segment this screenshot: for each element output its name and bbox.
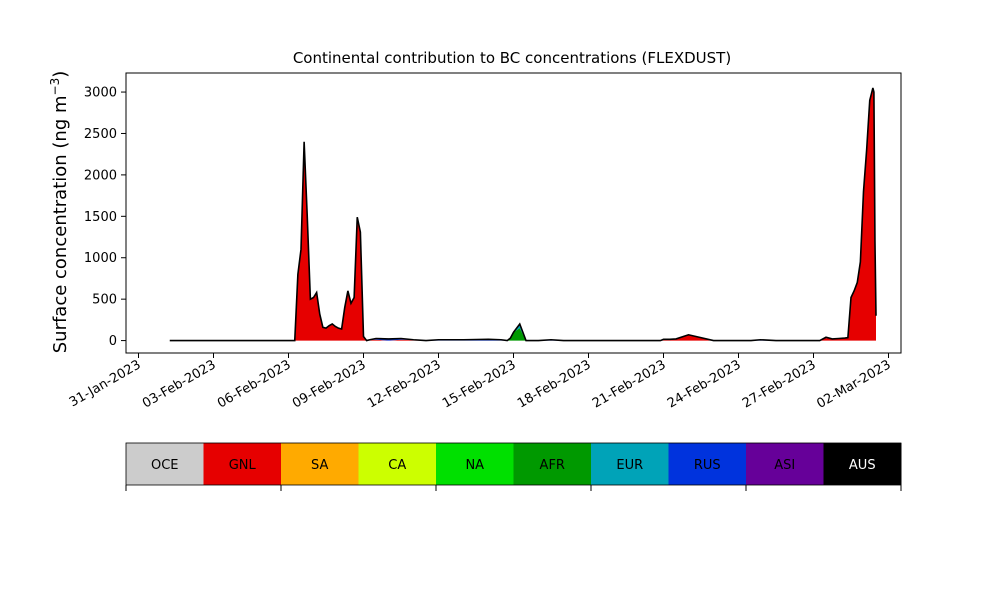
- colorbar-frame: [125, 442, 902, 486]
- x-axis: 31-Jan-202303-Feb-202306-Feb-202309-Feb-…: [67, 353, 894, 412]
- y-tick-label: 3000: [84, 86, 117, 101]
- x-tick-label: 12-Feb-2023: [365, 357, 444, 411]
- plot-frame: [125, 72, 902, 354]
- x-tick-label: 15-Feb-2023: [440, 357, 519, 411]
- x-tick-label: 27-Feb-2023: [740, 357, 819, 411]
- legend-swatch-rus: [668, 443, 747, 485]
- x-tick-label: 24-Feb-2023: [665, 357, 744, 411]
- legend-swatch-oce: [126, 443, 204, 485]
- area-rus: [169, 87, 876, 341]
- chart-title: Continental contribution to BC concentra…: [293, 49, 731, 67]
- x-tick-label: 02-Mar-2023: [814, 357, 893, 411]
- y-axis-label: Surface concentration (ng m−3): [48, 71, 71, 354]
- y-tick-label: 1000: [84, 251, 117, 266]
- legend-swatch-ca: [358, 443, 437, 485]
- legend-label-rus: RUS: [694, 458, 721, 473]
- x-tick-label: 21-Feb-2023: [590, 357, 669, 411]
- legend-label-eur: EUR: [616, 458, 643, 473]
- legend-swatch-afr: [513, 443, 592, 485]
- area-gnl: [169, 87, 876, 341]
- colorbar-legend: OCE GNL SA CA NA AFR EUR RUS ASI AUS: [125, 442, 902, 491]
- legend-swatch-eur: [591, 443, 669, 485]
- y-tick-label: 1500: [84, 210, 117, 225]
- x-tick-label: 03-Feb-2023: [140, 357, 219, 411]
- legend-label-afr: AFR: [540, 458, 565, 473]
- x-tick-label: 09-Feb-2023: [290, 357, 369, 411]
- area-eur: [169, 87, 876, 341]
- legend-swatch-aus: [823, 443, 902, 485]
- area-afr: [169, 87, 876, 341]
- legend-label-gnl: GNL: [229, 458, 257, 473]
- legend-label-ca: CA: [388, 458, 406, 473]
- stacked-area-series: [169, 87, 876, 341]
- legend-swatch-gnl: [203, 443, 282, 485]
- legend-label-oce: OCE: [151, 458, 179, 473]
- y-tick-label: 2500: [84, 127, 117, 142]
- total-outline-line: [169, 87, 877, 342]
- legend-label-sa: SA: [311, 458, 328, 473]
- legend-label-na: NA: [465, 458, 484, 473]
- legend-swatch-sa: [281, 443, 359, 485]
- x-tick-label: 06-Feb-2023: [215, 357, 294, 411]
- legend-label-asi: ASI: [774, 458, 795, 473]
- x-tick-label: 31-Jan-2023: [67, 357, 144, 410]
- y-tick-label: 500: [92, 293, 117, 308]
- legend-swatch-na: [436, 443, 514, 485]
- legend-label-aus: AUS: [849, 458, 876, 473]
- legend-swatch-asi: [746, 443, 824, 485]
- y-tick-label: 0: [109, 334, 117, 349]
- y-tick-label: 2000: [84, 168, 117, 183]
- x-tick-label: 18-Feb-2023: [515, 357, 594, 411]
- y-axis: 0 500 1000 1500 2000 2500 3000: [84, 86, 126, 349]
